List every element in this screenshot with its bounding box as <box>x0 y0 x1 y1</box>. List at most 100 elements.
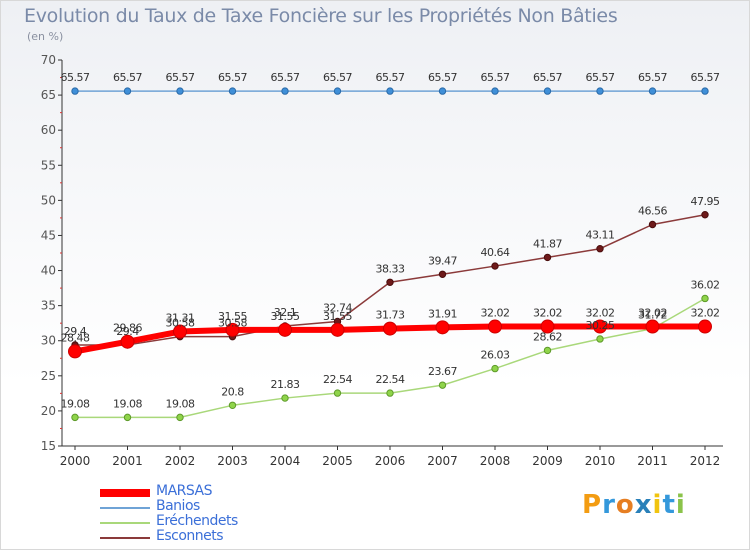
data-label-marsas: 31.55 <box>271 310 300 323</box>
data-point-erechendets <box>438 381 447 389</box>
data-label-marsas: 28.48 <box>61 331 90 344</box>
data-point-banios <box>228 87 237 95</box>
data-point-erechendets <box>333 389 342 397</box>
y-tick-label: 45 <box>41 228 56 242</box>
y-tick-label: 20 <box>41 404 56 418</box>
data-label-banios: 65.57 <box>166 71 195 84</box>
logo-letter: i <box>675 490 686 520</box>
data-point-banios <box>281 87 289 95</box>
y-tick-label: 15 <box>41 439 56 453</box>
data-point-erechendets <box>176 413 184 422</box>
data-point-banios <box>438 87 447 95</box>
x-tick-label: 2006 <box>375 454 406 468</box>
data-label-erechendets: 30.25 <box>586 319 615 332</box>
data-point-marsas <box>540 319 555 334</box>
y-tick-label: 50 <box>41 193 56 207</box>
data-label-esconnets: 39.47 <box>428 254 457 267</box>
data-point-erechendets <box>596 335 604 343</box>
logo-letter: o <box>615 490 635 520</box>
data-point-marsas <box>278 322 292 337</box>
y-axis-unit-label: (en %) <box>27 30 64 43</box>
data-label-esconnets: 40.64 <box>481 246 510 259</box>
data-point-esconnets <box>543 253 552 262</box>
x-tick-label: 2002 <box>165 454 196 468</box>
data-label-erechendets: 19.08 <box>166 397 195 410</box>
data-point-banios <box>491 87 499 95</box>
legend-label: Esconnets <box>156 528 224 544</box>
y-tick-label: 35 <box>41 299 56 313</box>
y-tick-label: 40 <box>41 264 56 278</box>
legend-label: MARSAS <box>156 483 213 499</box>
data-label-erechendets: 23.67 <box>428 365 457 378</box>
data-point-banios <box>176 87 184 95</box>
data-point-banios <box>543 87 552 95</box>
data-label-marsas: 32.02 <box>691 307 720 320</box>
x-tick-label: 2001 <box>112 454 143 468</box>
data-label-marsas: 32.02 <box>533 307 562 320</box>
plot-area <box>62 60 723 446</box>
data-point-esconnets <box>701 211 709 219</box>
x-tick-label: 2005 <box>322 454 353 468</box>
data-label-marsas: 32.02 <box>638 307 667 320</box>
data-label-erechendets: 31.72 <box>638 309 667 322</box>
data-label-esconnets: 47.95 <box>691 195 720 208</box>
data-label-marsas: 31.31 <box>166 312 195 325</box>
legend-swatch <box>100 537 150 539</box>
x-tick-label: 2009 <box>532 454 563 468</box>
data-label-erechendets: 36.02 <box>691 278 720 291</box>
y-tick-label: 25 <box>41 369 56 383</box>
data-point-erechendets <box>543 346 552 355</box>
legend-swatch <box>100 507 150 509</box>
data-label-esconnets: 32.1 <box>274 306 297 319</box>
y-tick-label: 55 <box>41 158 56 172</box>
proxiti-logo: Proxiti <box>582 490 686 520</box>
data-label-banios: 65.57 <box>638 71 667 84</box>
data-point-banios <box>386 87 394 95</box>
data-point-marsas <box>488 319 502 334</box>
data-point-marsas <box>225 322 240 337</box>
x-tick-label: 2010 <box>585 454 616 468</box>
data-point-erechendets <box>701 294 709 303</box>
data-label-erechendets: 22.54 <box>376 373 405 386</box>
legend-label: Eréchendets <box>156 513 238 529</box>
data-point-marsas <box>593 319 607 334</box>
data-label-erechendets: 19.08 <box>61 397 90 410</box>
x-tick-label: 2012 <box>690 454 721 468</box>
data-label-esconnets: 32.74 <box>323 301 352 314</box>
data-label-banios: 65.57 <box>428 71 457 84</box>
data-label-marsas: 29.86 <box>113 322 142 335</box>
data-label-erechendets: 22.54 <box>323 373 352 386</box>
data-label-marsas: 31.55 <box>218 310 247 323</box>
logo-letter: i <box>652 490 663 520</box>
data-label-erechendets: 19.08 <box>113 397 142 410</box>
legend-swatch <box>100 522 150 524</box>
data-label-banios: 65.57 <box>691 71 720 84</box>
data-point-esconnets <box>648 220 657 229</box>
data-label-erechendets: 28.62 <box>533 330 562 343</box>
data-label-esconnets: 30.58 <box>218 317 247 330</box>
data-label-esconnets: 41.87 <box>533 237 562 250</box>
data-label-esconnets: 46.56 <box>638 205 667 218</box>
data-point-marsas <box>330 322 345 337</box>
logo-letter: r <box>602 490 616 520</box>
data-label-banios: 65.57 <box>376 71 405 84</box>
x-tick-label: 2003 <box>217 454 248 468</box>
data-label-banios: 65.57 <box>218 71 247 84</box>
x-tick-label: 2011 <box>637 454 668 468</box>
data-label-esconnets: 38.33 <box>376 262 405 275</box>
data-point-marsas <box>68 344 82 359</box>
legend-label: Banios <box>156 498 200 514</box>
data-point-banios <box>701 87 709 95</box>
y-tick-label: 60 <box>41 123 56 137</box>
data-point-banios <box>333 87 342 95</box>
data-point-banios <box>71 87 79 95</box>
data-label-banios: 65.57 <box>323 71 352 84</box>
data-point-banios <box>596 87 604 95</box>
data-label-marsas: 32.02 <box>481 307 510 320</box>
data-point-banios <box>123 87 132 95</box>
data-label-esconnets: 30.58 <box>166 317 195 330</box>
data-label-erechendets: 20.8 <box>221 385 244 398</box>
logo-letter: P <box>582 490 603 520</box>
data-label-banios: 65.57 <box>61 71 90 84</box>
